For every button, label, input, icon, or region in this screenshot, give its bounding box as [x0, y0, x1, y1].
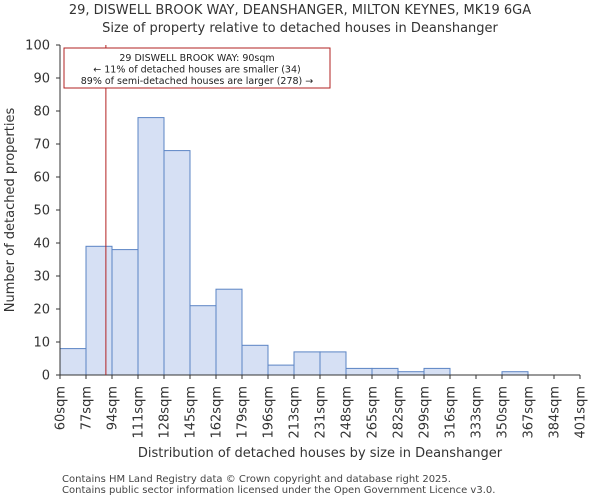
y-tick-label: 100	[25, 39, 50, 54]
histogram-chart: 0 10 20 30 40 50 60 70 80 90 100 60sqm 77sqm 94sqm 111…	[3, 39, 589, 462]
x-tick-label: 248sqm	[340, 386, 355, 439]
x-tick-label: 111sqm	[132, 386, 147, 439]
y-tick-label: 0	[42, 369, 50, 384]
x-tick-label: 282sqm	[392, 386, 407, 439]
y-axis-label: Number of detached properties	[3, 108, 18, 313]
y-tick-label: 20	[33, 303, 50, 318]
x-tick-label: 333sqm	[470, 386, 485, 439]
x-tick-label: 350sqm	[496, 386, 511, 439]
x-tick-label: 179sqm	[236, 386, 251, 439]
histogram-bar	[371, 367, 399, 376]
x-tick-label: 94sqm	[106, 386, 121, 430]
y-tick-label: 50	[33, 204, 50, 219]
x-tick-label: 299sqm	[418, 386, 433, 439]
histogram-bar	[423, 367, 451, 376]
histogram-bar	[293, 351, 321, 376]
histogram-bar	[137, 117, 165, 376]
x-tick-label: 265sqm	[366, 386, 381, 439]
histogram-bar	[85, 245, 113, 376]
chart-subtitle: Size of property relative to detached ho…	[102, 21, 498, 36]
y-tick-label: 40	[33, 237, 50, 252]
histogram-bar	[345, 367, 373, 376]
y-tick-label: 30	[33, 270, 50, 285]
histogram-bar	[189, 305, 217, 376]
x-tick-label: 60sqm	[54, 386, 69, 430]
x-tick-label: 196sqm	[262, 386, 277, 439]
histogram-bar	[267, 364, 295, 376]
footer-copyright: Contains HM Land Registry data © Crown c…	[62, 474, 451, 485]
y-tick-label: 70	[33, 138, 50, 153]
x-tick-label: 384sqm	[548, 386, 563, 439]
histogram-bar	[59, 348, 87, 376]
x-tick-label: 213sqm	[288, 386, 303, 439]
annotation-line-2: ← 11% of detached houses are smaller (34…	[93, 65, 300, 76]
x-tick-label: 401sqm	[574, 386, 589, 439]
y-tick-label: 80	[33, 105, 50, 120]
histogram-bar	[319, 351, 347, 376]
x-tick-label: 77sqm	[80, 386, 95, 430]
annotation-box	[63, 47, 331, 89]
y-tick-label: 10	[33, 336, 50, 351]
x-tick-label: 162sqm	[210, 386, 225, 439]
histogram-bar	[111, 249, 139, 376]
footer-licence: Contains public sector information licen…	[62, 485, 496, 496]
annotation-line-3: 89% of semi-detached houses are larger (…	[81, 76, 314, 87]
histogram-bar	[241, 344, 269, 376]
x-axis-label: Distribution of detached houses by size …	[138, 446, 503, 461]
annotation-line-1: 29 DISWELL BROOK WAY: 90sqm	[119, 53, 274, 64]
histogram-bar	[163, 150, 191, 376]
x-tick-label: 367sqm	[522, 386, 537, 439]
x-tick-label: 145sqm	[184, 386, 199, 439]
y-tick-label: 60	[33, 171, 50, 186]
histogram-bar	[215, 288, 243, 376]
y-tick-label: 90	[33, 72, 50, 87]
chart-title: 29, DISWELL BROOK WAY, DEANSHANGER, MILT…	[68, 3, 532, 18]
x-tick-label: 316sqm	[444, 386, 459, 439]
x-tick-label: 231sqm	[314, 386, 329, 439]
x-tick-label: 128sqm	[158, 386, 173, 439]
